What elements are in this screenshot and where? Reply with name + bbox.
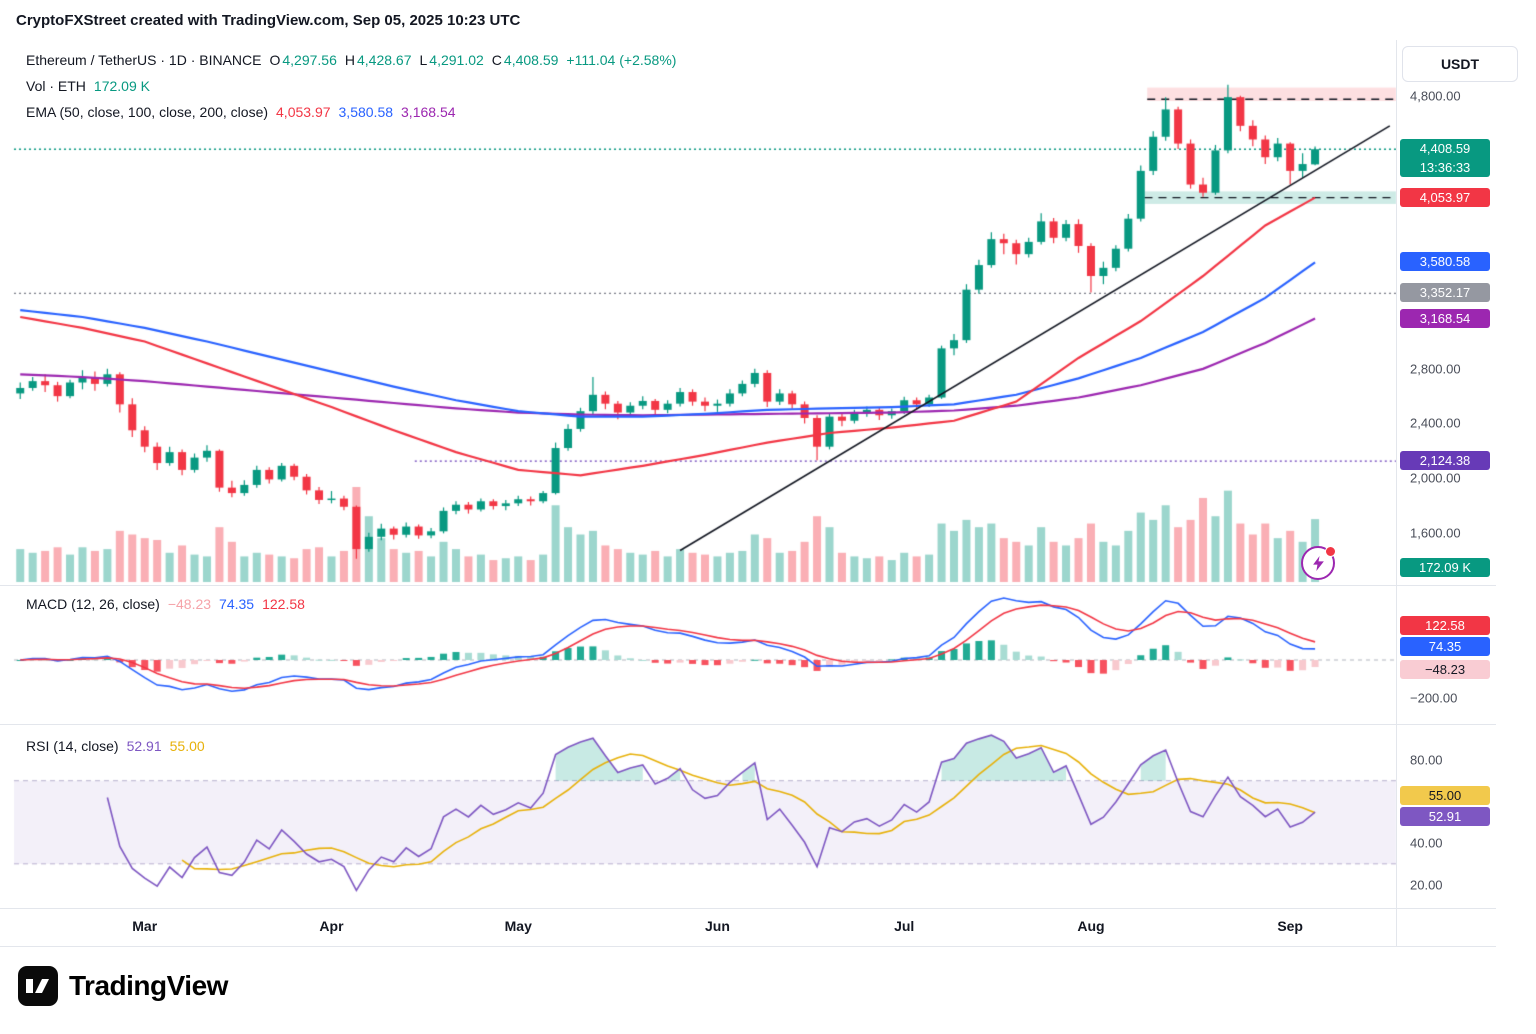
change-value: +111.04 (+2.58%): [566, 52, 677, 68]
notification-dot: [1325, 546, 1336, 557]
currency-label: USDT: [1440, 56, 1480, 72]
time-axis-month: May: [504, 918, 532, 934]
macd-badge: −48.23: [1400, 660, 1490, 680]
rsi-value: 52.91: [126, 738, 162, 754]
rsi-ma-value: 55.00: [169, 738, 205, 754]
open-value: 4,297.56: [282, 52, 337, 68]
price-level-badge: 2,124.38: [1400, 451, 1490, 471]
tradingview-brand-text: TradingView: [69, 970, 228, 1001]
rsi-axis-label: 80.00: [1410, 752, 1443, 768]
macd-line-value: 74.35: [219, 596, 255, 612]
volume-value: 172.09 K: [93, 78, 150, 94]
price-level-badge: 3,580.58: [1400, 252, 1490, 272]
volume-legend[interactable]: Vol · ETH 172.09 K: [26, 78, 150, 94]
ema-legend[interactable]: EMA (50, close, 100, close, 200, close) …: [26, 104, 456, 120]
flash-boost-button[interactable]: [1301, 546, 1336, 580]
macd-badge: 74.35: [1400, 636, 1490, 656]
panel-separator-macd-rsi[interactable]: [0, 724, 1496, 725]
ema200-value: 3,168.54: [401, 104, 456, 120]
time-axis-month: Mar: [132, 918, 158, 934]
header-bar: CryptoFXStreet created with TradingView.…: [0, 0, 1536, 40]
price-scale-border: [1396, 40, 1397, 946]
price-axis-label: 1,600.00: [1410, 525, 1461, 541]
open-label: O: [269, 52, 281, 68]
low-label: L: [419, 52, 428, 68]
rsi-badge: 55.00: [1400, 786, 1490, 806]
ohlc-open: O 4,297.56: [269, 52, 336, 68]
low-value: 4,291.02: [429, 52, 484, 68]
macd-signal-value: 122.58: [262, 596, 305, 612]
bar-countdown: 13:36:33: [1419, 160, 1471, 176]
macd-axis-label: −200.00: [1410, 690, 1458, 706]
price-axis-label: 2,800.00: [1410, 361, 1461, 377]
current-price-value: 4,408.59: [1419, 141, 1471, 157]
close-value: 4,408.59: [503, 52, 559, 68]
rsi-legend[interactable]: RSI (14, close) 52.91 55.00: [26, 738, 205, 754]
volume-label: Vol · ETH: [26, 78, 86, 94]
price-level-badge: 3,168.54: [1400, 308, 1490, 328]
time-axis-month: Jun: [704, 918, 730, 934]
ohlc-low: L 4,291.02: [420, 52, 484, 68]
ema100-value: 3,580.58: [338, 104, 394, 120]
time-axis-month: Jul: [894, 918, 915, 934]
price-axis-label: 2,000.00: [1410, 470, 1461, 486]
chart-bottom-border: [0, 946, 1496, 947]
rsi-axis-label: 20.00: [1410, 877, 1443, 893]
ema50-value: 4,053.97: [276, 104, 331, 120]
current-price-badge: 4,408.59 13:36:33: [1400, 139, 1490, 178]
price-axis-label: 4,800.00: [1410, 88, 1461, 104]
volume-badge: 172.09 K: [1400, 558, 1490, 577]
high-label: H: [344, 52, 355, 68]
macd-label: MACD (12, 26, close): [26, 596, 160, 612]
panel-separator-main-macd[interactable]: [0, 585, 1496, 586]
macd-badge: 122.58: [1400, 615, 1490, 635]
ema-label: EMA (50, close, 100, close, 200, close): [26, 104, 269, 120]
rsi-badge: 52.91: [1400, 807, 1490, 827]
rsi-axis-label: 40.00: [1410, 835, 1443, 851]
rsi-label: RSI (14, close): [26, 738, 119, 754]
macd-legend[interactable]: MACD (12, 26, close) −48.23 74.35 122.58: [26, 596, 305, 612]
lightning-icon: [1312, 555, 1324, 571]
panel-separator-rsi-timeaxis: [0, 908, 1496, 909]
high-value: 4,428.67: [357, 52, 412, 68]
symbol-legend[interactable]: Ethereum / TetherUS · 1D · BINANCE O 4,29…: [26, 52, 676, 68]
price-axis-label: 2,400.00: [1410, 415, 1461, 431]
time-axis-month: Aug: [1077, 918, 1105, 934]
close-label: C: [491, 52, 502, 68]
time-axis-month: Sep: [1277, 918, 1303, 934]
price-level-badge: 3,352.17: [1400, 283, 1490, 303]
symbol-title: Ethereum / TetherUS · 1D · BINANCE: [26, 52, 262, 68]
price-level-badge: 4,053.97: [1400, 187, 1490, 207]
time-axis-month: Apr: [319, 918, 344, 934]
attribution-text: CryptoFXStreet created with TradingView.…: [16, 11, 521, 29]
ohlc-close: C 4,408.59: [492, 52, 559, 68]
ohlc-high: H 4,428.67: [345, 52, 412, 68]
macd-hist-value: −48.23: [167, 596, 212, 612]
tradingview-attribution[interactable]: TradingView: [18, 966, 228, 1006]
currency-toggle-button[interactable]: USDT: [1402, 46, 1518, 82]
tradingview-logo-icon: [18, 966, 58, 1006]
